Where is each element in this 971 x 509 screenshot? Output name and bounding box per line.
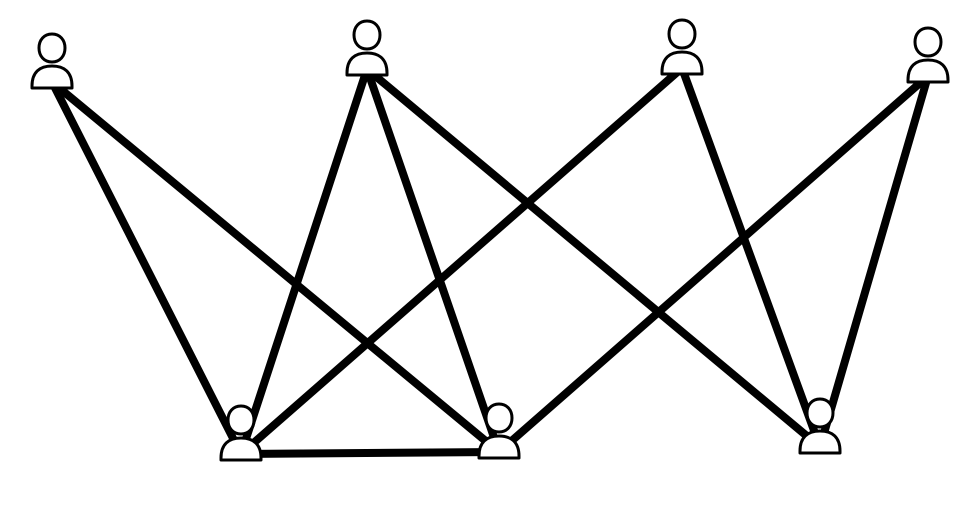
edge-n1-n5 bbox=[52, 82, 241, 454]
person-node-n4 bbox=[908, 28, 948, 82]
edge-n4-n7 bbox=[820, 76, 928, 447]
person-node-n1 bbox=[32, 34, 72, 88]
network-diagram bbox=[0, 0, 971, 509]
edge-n4-n6 bbox=[499, 76, 928, 452]
person-icon bbox=[662, 20, 702, 74]
person-icon bbox=[908, 28, 948, 82]
edge-n5-n6 bbox=[241, 452, 499, 454]
person-node-n2 bbox=[347, 21, 387, 75]
person-icon bbox=[32, 34, 72, 88]
edges-group bbox=[52, 68, 928, 454]
person-node-n3 bbox=[662, 20, 702, 74]
person-icon bbox=[347, 21, 387, 75]
